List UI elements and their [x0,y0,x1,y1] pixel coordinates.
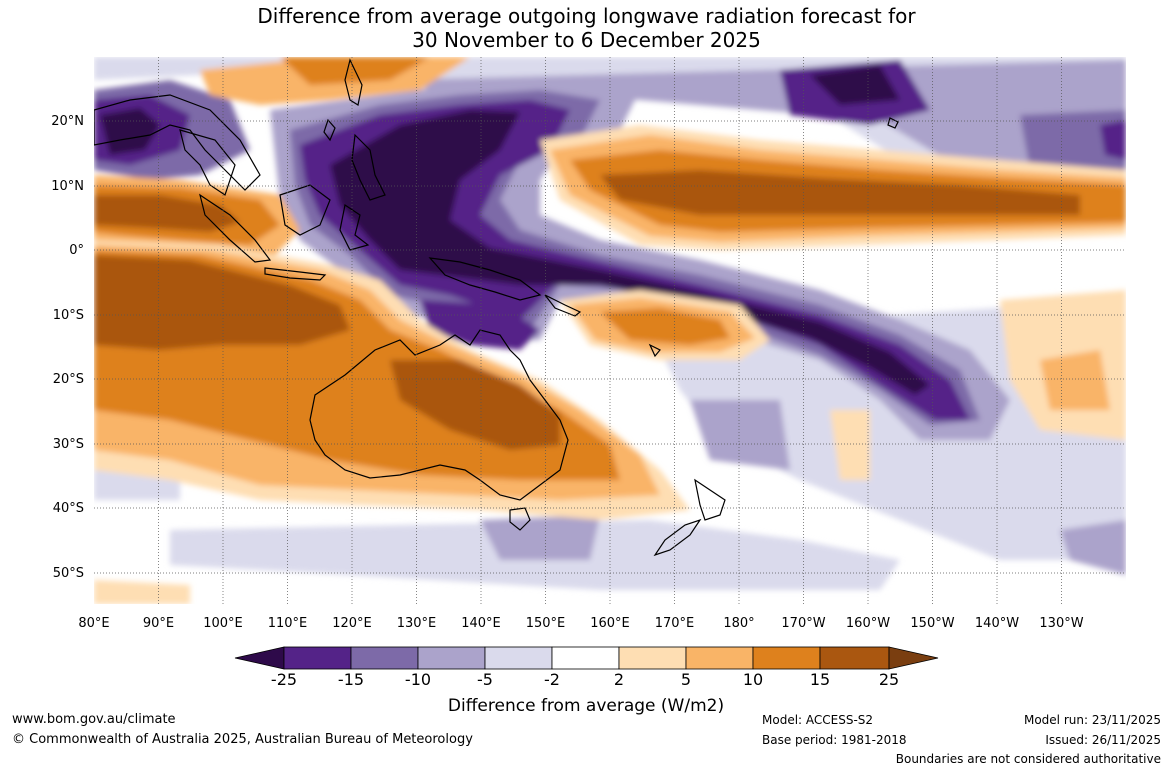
tasmania-outline [509,507,531,531]
lat-label: 50°S [53,566,84,581]
colorbar-swatch [283,646,352,670]
model-name: Model: ACCESS-S2 [762,713,874,727]
lon-label: 120°E [332,616,372,631]
colorbar-swatch [484,646,553,670]
longitude-labels: 80°E 90°E 100°E 110°E 120°E 130°E 140°E … [78,616,1083,631]
colorbar-tick: 2 [613,670,625,689]
lon-label: 170°E [655,616,695,631]
lon-label: 170°W [781,616,825,631]
lat-label: 0° [69,243,84,258]
colorbar-extend-high [888,646,939,670]
colorbar-tick: -2 [544,670,560,689]
lon-label: 140°E [461,616,501,631]
colorbar-tick: 25 [878,670,900,689]
lon-label: 90°E [143,616,174,631]
lat-label: 30°S [53,437,84,452]
lat-label: 20°S [53,372,84,387]
lon-label: 180° [723,616,754,631]
new-guinea-outline [428,257,542,301]
issued-date: Issued: 26/11/2025 [1045,733,1161,747]
colorbar-swatch [618,646,687,670]
taiwan-outline [323,118,336,142]
lat-label: 40°S [53,501,84,516]
fiji-outline [648,343,661,358]
colorbar-swatch [350,646,419,670]
lon-label: 80°E [78,616,109,631]
colorbar-swatch [819,646,890,670]
lon-label: 160°E [590,616,630,631]
colorbar-tick: 5 [680,670,692,689]
lon-label: 150°W [910,616,954,631]
colorbar-swatch [551,646,620,670]
base-period: Base period: 1981-2018 [762,733,907,747]
anomaly-field [94,57,1126,604]
lon-label: 110°E [268,616,308,631]
colorbar-extend-low [234,646,285,670]
colorbar-tick: 10 [742,670,764,689]
java-outline [264,267,327,281]
sulawesi-outline [339,204,370,251]
website-link[interactable]: www.bom.gov.au/climate [12,712,176,727]
solomons-outline [544,294,582,317]
lon-label: 160°W [846,616,890,631]
colorbar-tick: 15 [809,670,831,689]
lon-label: 150°E [526,616,566,631]
disclaimer: Boundaries are not considered authoritat… [895,752,1161,766]
lon-label: 140°W [975,616,1019,631]
australia-outline [309,329,569,501]
title-line-1: Difference from average outgoing longwav… [257,4,916,28]
title-line-2: 30 November to 6 December 2025 [412,28,761,52]
lat-label: 10°N [51,179,84,194]
lon-label: 130°W [1039,616,1083,631]
graticule [94,57,1126,604]
lat-label: 20°N [51,114,84,129]
asia-mainland-outline [94,94,261,191]
colorbar-tick: -25 [270,670,298,689]
colorbar-tick: -15 [337,670,365,689]
coastlines [94,58,899,557]
lon-label: 130°E [397,616,437,631]
chart-title: Difference from average outgoing longwav… [0,4,1173,52]
colorbar-title: Difference from average (W/m2) [447,696,725,716]
colorbar-swatch [685,646,754,670]
colorbar-tick: -5 [477,670,493,689]
japan-outline [344,58,363,106]
sumatra-outline [199,193,272,263]
latitude-labels: 20°N 10°N 0° 10°S 20°S 30°S 40°S 50°S [51,114,84,581]
lat-label: 10°S [53,308,84,323]
borneo-outline [279,184,331,236]
indochina-outline [179,129,236,196]
model-run-date: Model run: 23/11/2025 [1023,713,1161,727]
colorbar [234,646,939,670]
new-zealand-outline [653,478,726,557]
copyright-text: © Commonwealth of Australia 2025, Austra… [12,732,473,747]
philippines-outline [351,133,386,201]
colorbar-swatch [752,646,821,670]
lon-label: 100°E [203,616,243,631]
colorbar-tick: -10 [404,670,432,689]
colorbar-swatch [417,646,486,670]
